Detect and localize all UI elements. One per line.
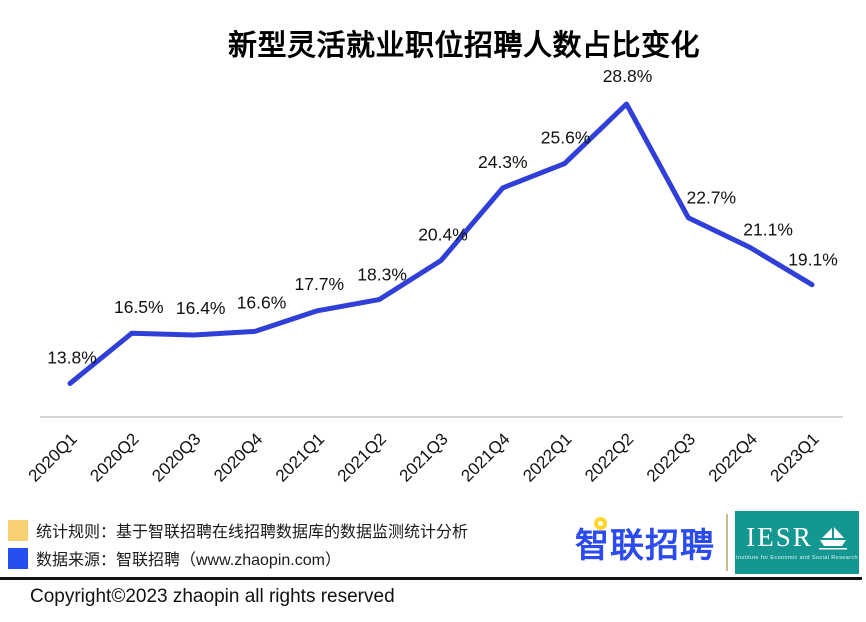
value-label: 28.8% bbox=[603, 66, 653, 86]
value-label: 16.6% bbox=[237, 292, 287, 312]
x-axis-label: 2021Q4 bbox=[457, 429, 513, 485]
value-label: 18.3% bbox=[357, 265, 407, 285]
value-label: 25.6% bbox=[541, 128, 591, 148]
value-label: 16.5% bbox=[114, 297, 164, 317]
x-axis-label: 2022Q4 bbox=[705, 429, 761, 485]
legend-item-rule: 统计规则：基于智联招聘在线招聘数据库的数据监测统计分析 bbox=[8, 518, 468, 542]
legend-item-source: 数据来源：智联招聘（www.zhaopin.com） bbox=[8, 546, 468, 570]
chart-legend: 统计规则：基于智联招聘在线招聘数据库的数据监测统计分析 数据来源：智联招聘（ww… bbox=[8, 518, 468, 574]
logo-divider bbox=[726, 514, 728, 571]
legend-swatch-blue bbox=[8, 547, 28, 569]
iesr-logo: IESR Institute for Economic and Social R… bbox=[735, 511, 859, 574]
value-label: 17.7% bbox=[294, 274, 344, 294]
trend-line bbox=[67, 101, 815, 386]
x-axis-label: 2021Q3 bbox=[396, 429, 452, 485]
value-label: 20.4% bbox=[418, 225, 468, 245]
x-axis-label: 2020Q2 bbox=[86, 429, 142, 485]
iesr-logo-text: IESR bbox=[746, 522, 813, 552]
zhaopin-logo: 智联招聘 bbox=[575, 517, 715, 567]
x-axis-label: 2021Q1 bbox=[272, 429, 328, 485]
x-axis-label: 2022Q3 bbox=[643, 429, 699, 485]
x-axis-label: 2022Q1 bbox=[519, 429, 575, 485]
footer-divider bbox=[0, 577, 862, 580]
x-axis-label: 2023Q1 bbox=[767, 429, 823, 485]
value-label: 19.1% bbox=[788, 250, 838, 270]
legend-swatch-yellow bbox=[8, 519, 28, 541]
location-pin-icon bbox=[594, 517, 607, 530]
value-label: 21.1% bbox=[743, 220, 793, 240]
line-chart: 13.8% 16.5% 16.4% 16.6% 17.7% 18.3% 20.4% 24.3%… bbox=[25, 66, 843, 486]
value-label: 16.4% bbox=[176, 298, 226, 318]
copyright-text: Copyright©2023 zhaopin all rights reserv… bbox=[30, 586, 395, 607]
ship-icon bbox=[818, 526, 847, 549]
x-axis-label: 2020Q4 bbox=[210, 429, 266, 485]
x-axis-label: 2021Q2 bbox=[334, 429, 390, 485]
iesr-subtitle: Institute for Economic and Social Resear… bbox=[736, 555, 858, 561]
chart-title: 新型灵活就业职位招聘人数占比变化 bbox=[227, 30, 700, 62]
zhaopin-logo-text: 智联招聘 bbox=[575, 527, 715, 565]
value-label: 13.8% bbox=[47, 348, 97, 368]
legend-label: 数据来源：智联招聘（www.zhaopin.com） bbox=[36, 552, 341, 569]
x-axis-label: 2020Q1 bbox=[25, 429, 81, 485]
legend-label: 统计规则：基于智联招聘在线招聘数据库的数据监测统计分析 bbox=[36, 524, 469, 541]
value-label: 22.7% bbox=[686, 188, 736, 208]
x-axis-label: 2022Q2 bbox=[581, 429, 637, 485]
x-axis-label: 2020Q3 bbox=[148, 429, 204, 485]
value-label: 24.3% bbox=[478, 152, 528, 172]
